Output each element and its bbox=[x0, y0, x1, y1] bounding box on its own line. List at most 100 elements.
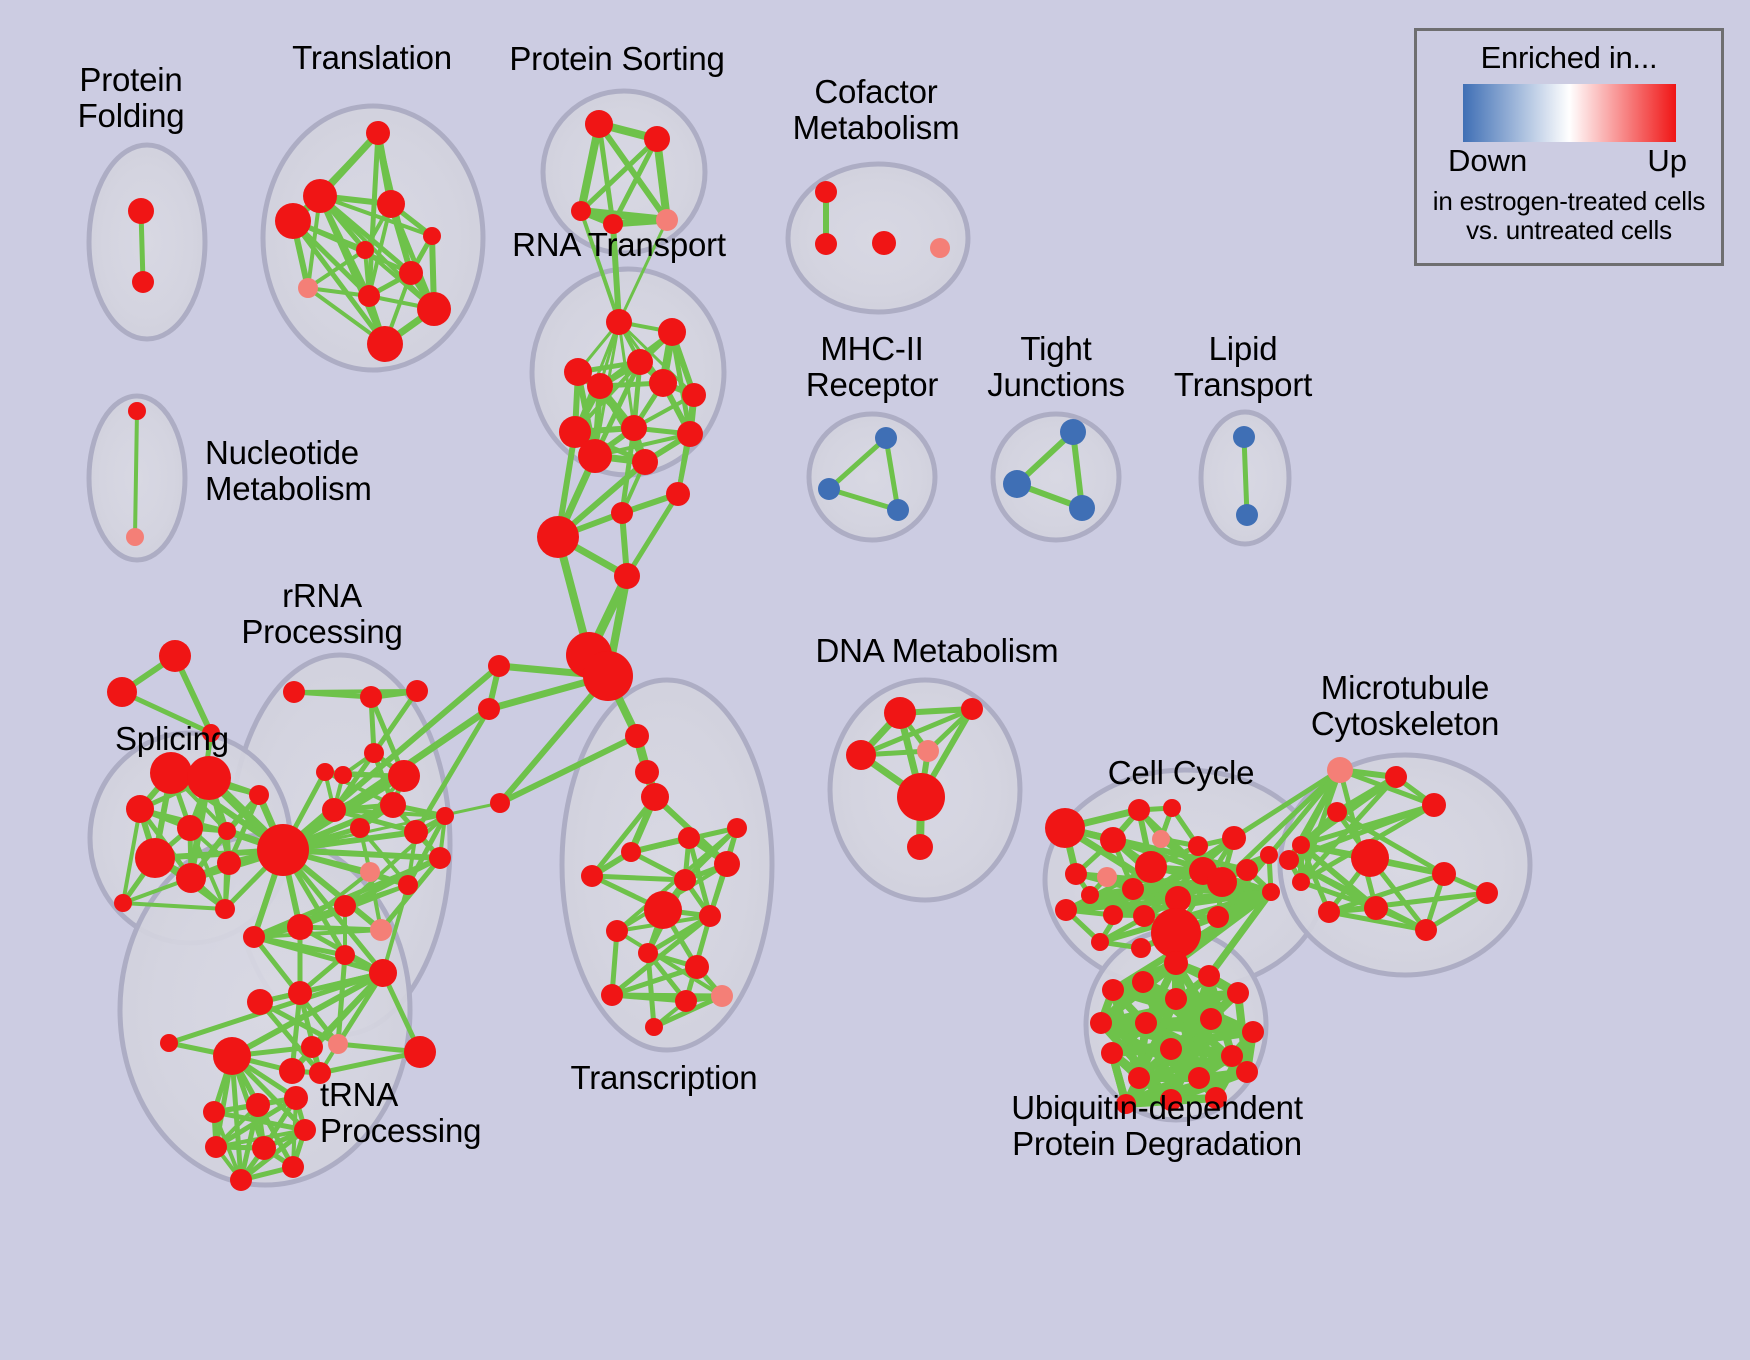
network-node[interactable] bbox=[1133, 905, 1155, 927]
network-node[interactable] bbox=[364, 743, 384, 763]
network-node[interactable] bbox=[656, 209, 678, 231]
network-node[interactable] bbox=[246, 1093, 270, 1117]
network-node[interactable] bbox=[1327, 757, 1353, 783]
network-node[interactable] bbox=[907, 834, 933, 860]
network-node[interactable] bbox=[275, 203, 311, 239]
network-node[interactable] bbox=[1198, 965, 1220, 987]
network-node[interactable] bbox=[1131, 938, 1151, 958]
network-node[interactable] bbox=[614, 563, 640, 589]
network-node[interactable] bbox=[1091, 933, 1109, 951]
network-node[interactable] bbox=[1221, 1045, 1243, 1067]
network-node[interactable] bbox=[714, 851, 740, 877]
network-node[interactable] bbox=[1236, 1061, 1258, 1083]
network-node[interactable] bbox=[369, 959, 397, 987]
network-node[interactable] bbox=[1132, 971, 1154, 993]
network-node[interactable] bbox=[1103, 905, 1123, 925]
network-node[interactable] bbox=[682, 383, 706, 407]
network-node[interactable] bbox=[417, 292, 451, 326]
network-node[interactable] bbox=[1236, 859, 1258, 881]
network-node[interactable] bbox=[1227, 982, 1249, 1004]
network-node[interactable] bbox=[257, 824, 309, 876]
network-node[interactable] bbox=[1279, 850, 1299, 870]
network-node[interactable] bbox=[328, 1034, 348, 1054]
network-node[interactable] bbox=[1188, 836, 1208, 856]
network-node[interactable] bbox=[360, 862, 380, 882]
network-node[interactable] bbox=[249, 785, 269, 805]
network-node[interactable] bbox=[645, 1018, 663, 1036]
network-node[interactable] bbox=[1100, 827, 1126, 853]
network-node[interactable] bbox=[1262, 883, 1280, 901]
network-node[interactable] bbox=[961, 698, 983, 720]
network-node[interactable] bbox=[674, 869, 696, 891]
network-node[interactable] bbox=[917, 740, 939, 762]
network-node[interactable] bbox=[406, 680, 428, 702]
network-node[interactable] bbox=[632, 449, 658, 475]
network-node[interactable] bbox=[884, 697, 916, 729]
network-node[interactable] bbox=[1102, 979, 1124, 1001]
network-node[interactable] bbox=[128, 402, 146, 420]
network-node[interactable] bbox=[1065, 863, 1087, 885]
network-node[interactable] bbox=[606, 920, 628, 942]
network-node[interactable] bbox=[301, 1036, 323, 1058]
network-node[interactable] bbox=[218, 822, 236, 840]
network-node[interactable] bbox=[429, 847, 451, 869]
network-node[interactable] bbox=[350, 818, 370, 838]
network-node[interactable] bbox=[150, 752, 192, 794]
network-node[interactable] bbox=[1003, 470, 1031, 498]
network-node[interactable] bbox=[1242, 1021, 1264, 1043]
network-node[interactable] bbox=[930, 238, 950, 258]
network-node[interactable] bbox=[202, 724, 220, 742]
network-node[interactable] bbox=[815, 181, 837, 203]
network-node[interactable] bbox=[1385, 766, 1407, 788]
network-node[interactable] bbox=[126, 528, 144, 546]
network-node[interactable] bbox=[649, 369, 677, 397]
network-node[interactable] bbox=[213, 1037, 251, 1075]
network-node[interactable] bbox=[279, 1058, 305, 1084]
network-node[interactable] bbox=[322, 798, 346, 822]
network-node[interactable] bbox=[1160, 1038, 1182, 1060]
network-node[interactable] bbox=[846, 740, 876, 770]
network-node[interactable] bbox=[1415, 919, 1437, 941]
network-node[interactable] bbox=[177, 815, 203, 841]
network-node[interactable] bbox=[252, 1136, 276, 1160]
network-node[interactable] bbox=[583, 651, 633, 701]
network-node[interactable] bbox=[621, 415, 647, 441]
network-node[interactable] bbox=[677, 421, 703, 447]
network-node[interactable] bbox=[1476, 882, 1498, 904]
network-node[interactable] bbox=[126, 795, 154, 823]
network-node[interactable] bbox=[606, 309, 632, 335]
network-node[interactable] bbox=[571, 201, 591, 221]
network-node[interactable] bbox=[1060, 419, 1086, 445]
network-node[interactable] bbox=[399, 261, 423, 285]
network-node[interactable] bbox=[875, 427, 897, 449]
network-node[interactable] bbox=[872, 231, 896, 255]
network-node[interactable] bbox=[230, 1169, 252, 1191]
network-node[interactable] bbox=[1207, 906, 1229, 928]
network-node[interactable] bbox=[1097, 867, 1117, 887]
network-node[interactable] bbox=[488, 655, 510, 677]
network-node[interactable] bbox=[1081, 886, 1099, 904]
network-node[interactable] bbox=[1135, 1012, 1157, 1034]
network-node[interactable] bbox=[284, 1086, 308, 1110]
network-node[interactable] bbox=[423, 227, 441, 245]
network-node[interactable] bbox=[1152, 830, 1170, 848]
network-node[interactable] bbox=[247, 989, 273, 1015]
network-node[interactable] bbox=[1122, 878, 1144, 900]
network-node[interactable] bbox=[666, 482, 690, 506]
network-node[interactable] bbox=[159, 640, 191, 672]
network-node[interactable] bbox=[644, 891, 682, 929]
network-node[interactable] bbox=[625, 724, 649, 748]
network-node[interactable] bbox=[711, 985, 733, 1007]
network-node[interactable] bbox=[1160, 1089, 1182, 1111]
network-node[interactable] bbox=[1236, 504, 1258, 526]
network-node[interactable] bbox=[1292, 873, 1310, 891]
network-node[interactable] bbox=[638, 943, 658, 963]
network-node[interactable] bbox=[243, 926, 265, 948]
network-node[interactable] bbox=[217, 851, 241, 875]
network-node[interactable] bbox=[132, 271, 154, 293]
network-node[interactable] bbox=[303, 179, 337, 213]
network-node[interactable] bbox=[1116, 1094, 1136, 1114]
network-node[interactable] bbox=[1432, 862, 1456, 886]
network-node[interactable] bbox=[367, 326, 403, 362]
network-node[interactable] bbox=[1205, 1087, 1227, 1109]
